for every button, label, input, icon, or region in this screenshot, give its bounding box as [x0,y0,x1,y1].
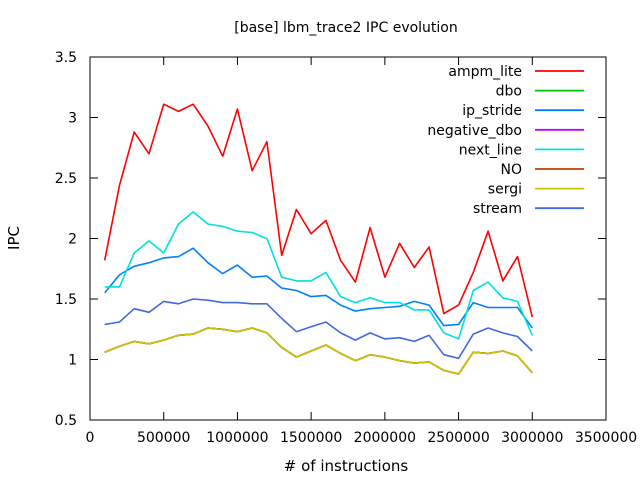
series-line-ampm-lite [103,103,534,318]
y-axis-label: IPC [5,226,23,250]
y-tick-label: 3 [68,111,77,127]
legend-label: ip_stride [462,103,522,119]
legend-label: dbo [496,84,522,100]
legend-label: sergi [488,182,522,198]
series-line-next-line [104,211,534,340]
x-tick-label: 3000000 [501,430,563,446]
x-tick-label: 1500000 [280,430,342,446]
legend-label: stream [473,201,522,217]
series-line-ip-stride [104,247,533,329]
chart-title: [base] lbm_trace2 IPC evolution [234,20,458,36]
y-tick-label: 3.5 [55,50,77,66]
legend-label: next_line [459,142,522,158]
x-tick-label: 500000 [137,430,190,446]
y-tick-label: 1 [68,353,77,369]
series-line-negative-dbo [104,327,533,375]
series-line-no [104,327,533,375]
x-tick-label: 3500000 [575,430,637,446]
series-line-stream [104,298,533,360]
y-tick-label: 2 [68,232,77,248]
x-tick-label: 2500000 [427,430,489,446]
legend-label: negative_dbo [427,123,522,139]
series-lines [103,103,534,375]
x-tick-label: 1000000 [206,430,268,446]
x-tick-label: 2000000 [354,430,416,446]
x-axis-label: # of instructions [284,457,409,475]
plot-frame [89,56,607,421]
legend-label: ampm_lite [448,64,522,80]
legend-label: NO [501,162,523,178]
y-tick-label: 2.5 [55,171,77,187]
series-line-dbo [104,327,533,375]
x-tick-label: 0 [86,430,95,446]
series-line-sergi [104,327,533,375]
y-tick-label: 0.5 [55,413,77,429]
axis-ticks: 0 500000 1000000 1500000 2000000 2500000 30000… [55,50,637,446]
y-tick-label: 1.5 [55,292,77,308]
